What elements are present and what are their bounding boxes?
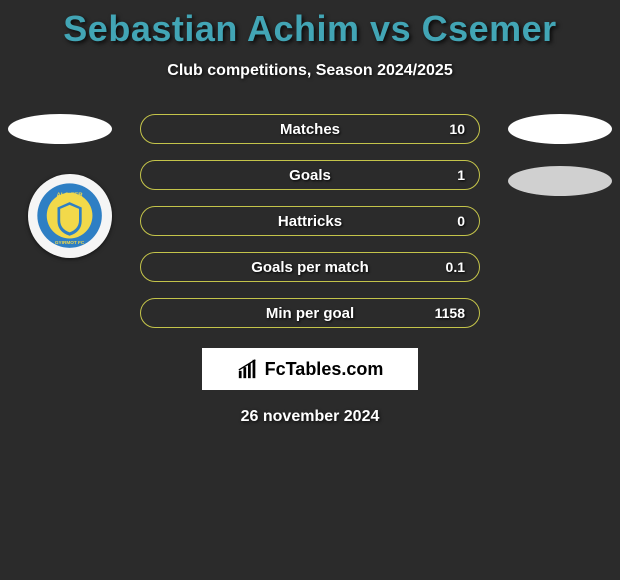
stat-row-min-per-goal: Min per goal 1158 <box>140 298 480 328</box>
stat-value: 1 <box>457 167 465 183</box>
stat-value: 1158 <box>435 305 465 321</box>
svg-text:ALC FER: ALC FER <box>57 193 84 199</box>
club-badge-icon: ALC FER GYIRMOT FC <box>36 182 103 249</box>
stat-value: 0.1 <box>446 259 465 275</box>
stat-value: 10 <box>449 121 465 137</box>
stat-label: Goals per match <box>251 259 369 276</box>
date-line: 26 november 2024 <box>0 408 620 426</box>
stat-label: Hattricks <box>278 213 342 230</box>
stat-row-goals: Goals 1 <box>140 160 480 190</box>
player-left-slot <box>8 114 112 144</box>
player-right-slot-1 <box>508 114 612 144</box>
stat-label: Goals <box>289 167 331 184</box>
comparison-stage: ALC FER GYIRMOT FC Matches 10 Goals 1 Ha… <box>0 114 620 426</box>
chart-bars-icon <box>237 358 259 380</box>
club-badge: ALC FER GYIRMOT FC <box>28 174 112 258</box>
brand-text: FcTables.com <box>265 359 384 380</box>
brand-box: FcTables.com <box>202 348 418 390</box>
stat-value: 0 <box>457 213 465 229</box>
page-title: Sebastian Achim vs Csemer <box>0 0 620 50</box>
page-subtitle: Club competitions, Season 2024/2025 <box>0 62 620 80</box>
stat-label: Matches <box>280 121 340 138</box>
player-right-slot-2 <box>508 166 612 196</box>
stats-rows: Matches 10 Goals 1 Hattricks 0 Goals per… <box>140 114 480 328</box>
svg-text:GYIRMOT FC: GYIRMOT FC <box>55 240 85 245</box>
stat-row-goals-per-match: Goals per match 0.1 <box>140 252 480 282</box>
stat-label: Min per goal <box>266 305 354 322</box>
stat-row-matches: Matches 10 <box>140 114 480 144</box>
stat-row-hattricks: Hattricks 0 <box>140 206 480 236</box>
